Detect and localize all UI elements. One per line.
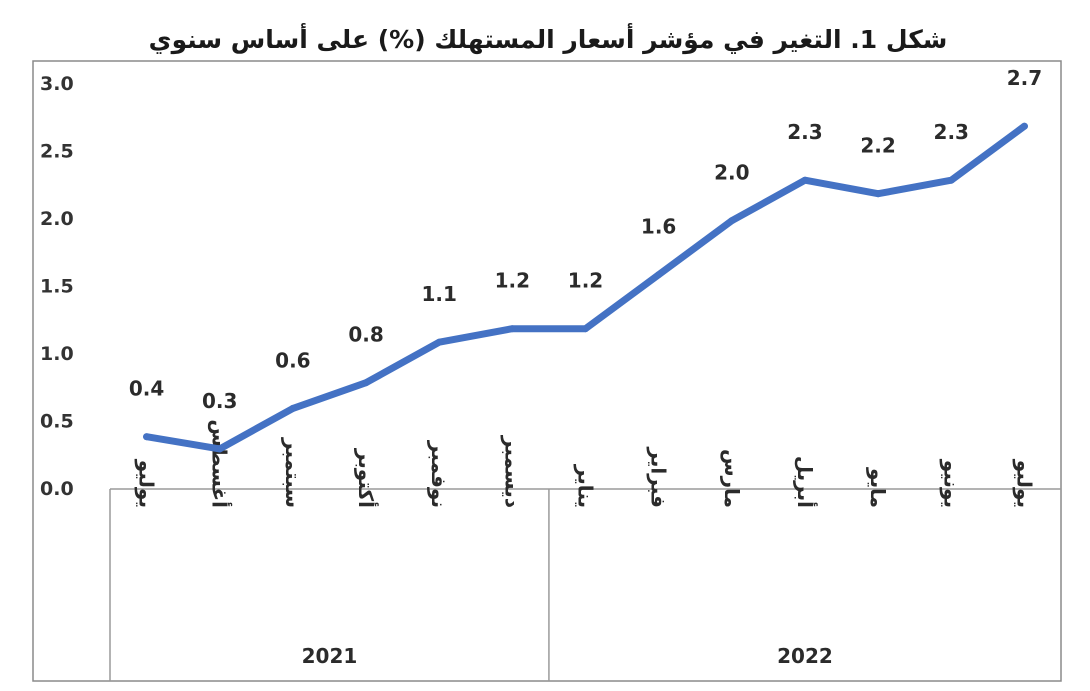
- x-tick-label: مارس: [720, 449, 744, 508]
- x-tick-label: يونيو: [939, 459, 963, 508]
- data-point: [362, 379, 370, 387]
- data-label: 0.3: [202, 389, 237, 413]
- x-axis-group-labels: 2021 2022: [302, 644, 833, 668]
- y-tick-label: 3.0: [40, 73, 74, 95]
- data-label: 1.2: [568, 269, 603, 293]
- x-tick-label: يوليو: [1012, 459, 1036, 508]
- data-point: [143, 433, 151, 441]
- data-point: [508, 325, 516, 333]
- x-group-label: 2021: [302, 644, 358, 668]
- x-tick-label: فبراير: [647, 446, 671, 508]
- y-tick-label: 0.0: [40, 478, 74, 500]
- y-tick-label: 2.5: [40, 141, 74, 163]
- data-labels: 0.4 0.3 0.6 0.8 1.1 1.2 1.2 1.6 2.0 2.3 2.2 2.3 2.7: [129, 66, 1042, 453]
- chart-title: شكل 1. التغير في مؤشر أسعار المستهلك (%)…: [149, 23, 948, 55]
- data-point: [582, 325, 589, 333]
- data-label: 1.2: [495, 269, 530, 293]
- plot-frame: [32, 60, 1062, 682]
- y-tick-label: 0.5: [40, 411, 74, 433]
- data-label: 2.3: [934, 120, 969, 144]
- data-point: [874, 190, 882, 198]
- data-label: 0.4: [129, 377, 164, 401]
- data-label: 1.6: [641, 215, 676, 239]
- data-point: [289, 404, 297, 412]
- data-point: [216, 445, 224, 453]
- data-point: [947, 176, 955, 184]
- x-tick-label: أبريل: [793, 456, 819, 508]
- x-tick-label: سبتمبر: [281, 437, 305, 508]
- data-point: [728, 217, 736, 225]
- x-tick-label: مايو: [866, 467, 890, 508]
- x-axis-tick-labels: يوليو أغسطس سبتمبر أكتوبر نوفمبر ديسمبر يناير ف…: [135, 419, 1037, 508]
- data-label: 2.3: [787, 120, 822, 144]
- y-tick-label: 2.0: [40, 208, 74, 230]
- data-point: [1020, 122, 1028, 130]
- x-axis: [109, 488, 1061, 681]
- data-label: 2.2: [860, 134, 895, 158]
- x-group-label: 2022: [777, 644, 833, 668]
- data-label: 2.0: [714, 161, 749, 185]
- y-axis-ticks: 0.0 0.5 1.0 1.5 2.0 2.5 3.0: [40, 73, 74, 500]
- data-label: 0.8: [348, 323, 383, 347]
- x-tick-label: ديسمبر: [500, 435, 524, 508]
- data-point: [435, 338, 443, 346]
- x-tick-label: أغسطس: [208, 419, 234, 508]
- data-label: 1.1: [421, 282, 456, 306]
- x-tick-label: يوليو: [135, 459, 159, 508]
- x-tick-label: نوفمبر: [427, 440, 451, 508]
- x-tick-label: أكتوبر: [354, 448, 380, 508]
- y-tick-label: 1.5: [40, 276, 74, 298]
- data-point: [801, 176, 809, 184]
- data-point: [655, 271, 663, 279]
- y-tick-label: 1.0: [40, 343, 74, 365]
- data-label: 0.6: [275, 348, 310, 372]
- data-label: 2.7: [1007, 66, 1042, 90]
- x-tick-label: يناير: [574, 464, 598, 508]
